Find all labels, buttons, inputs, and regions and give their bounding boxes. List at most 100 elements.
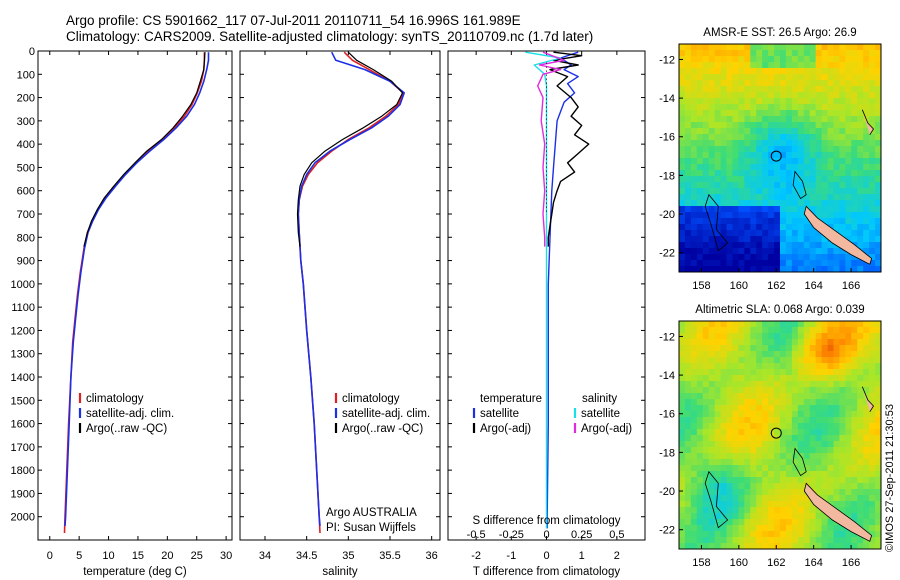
map-cell — [690, 531, 698, 538]
map-cell — [720, 537, 727, 544]
map-cell — [791, 483, 799, 490]
map-cell — [738, 98, 745, 105]
map-cell — [744, 519, 751, 526]
map-cell — [696, 110, 704, 117]
map-cell — [785, 98, 793, 105]
map-cell — [851, 74, 858, 81]
map-cell — [684, 92, 692, 99]
map-cell — [762, 236, 769, 243]
map-cell — [803, 477, 811, 484]
map-cell — [702, 519, 710, 526]
map-cell — [803, 200, 811, 207]
map-cell — [857, 411, 864, 418]
map-cell — [738, 50, 745, 57]
map-cell — [774, 50, 781, 57]
map-cell — [863, 218, 870, 225]
map-cell — [679, 423, 686, 430]
map-cell — [679, 86, 686, 93]
map-cell — [702, 152, 710, 159]
map-cell — [756, 507, 763, 514]
map-cell — [869, 399, 876, 406]
map-cell — [785, 248, 793, 255]
map-cell — [857, 519, 864, 526]
map-cell — [696, 321, 704, 328]
map-cell — [809, 236, 817, 243]
map-cell — [845, 206, 852, 213]
map-cell — [738, 170, 745, 177]
map-cell — [845, 483, 852, 490]
map-cell — [720, 176, 727, 183]
map-cell — [720, 104, 727, 111]
map-cell — [851, 200, 858, 207]
map-cell — [851, 543, 858, 550]
map-cell — [791, 333, 799, 340]
map-cell — [756, 417, 763, 424]
map-cell — [797, 86, 805, 93]
map-cell — [762, 212, 769, 219]
map-cell — [785, 116, 793, 123]
y-tick-label: 800 — [17, 232, 35, 244]
map-cell — [845, 218, 852, 225]
map-cell — [803, 393, 811, 400]
map-cell — [708, 62, 716, 69]
map-cell — [756, 513, 763, 520]
map-cell — [809, 411, 817, 418]
map-cell — [851, 170, 858, 177]
map-cell — [851, 513, 858, 520]
map-cell — [845, 146, 852, 153]
map-cell — [863, 128, 870, 135]
map-cell — [720, 260, 727, 267]
s-tick-label: 0.5 — [609, 529, 624, 541]
map-cell — [803, 80, 811, 87]
map-cell — [845, 236, 852, 243]
map-cell — [803, 351, 811, 358]
map-cell — [845, 339, 852, 346]
map-cell — [744, 116, 751, 123]
map-cell — [684, 327, 692, 334]
map-cell — [690, 218, 698, 225]
map-cell — [827, 375, 834, 382]
map-cell — [750, 92, 757, 99]
map-cell — [696, 399, 704, 406]
map-cell — [714, 357, 721, 364]
map-cell — [845, 357, 852, 364]
map-cell — [720, 50, 727, 57]
map-x-tick-label: 164 — [804, 557, 822, 569]
map-cell — [875, 375, 882, 382]
map-cell — [768, 495, 775, 502]
map-cell — [803, 50, 811, 57]
map-cell — [756, 68, 763, 75]
map-cell — [815, 369, 822, 376]
map-cell — [797, 441, 805, 448]
map-cell — [780, 423, 787, 430]
legend-argo-label: Argo(..raw -QC) — [342, 423, 423, 435]
map-cell — [797, 357, 805, 364]
map-cell — [768, 543, 775, 550]
map-cell — [839, 194, 846, 201]
map-cell — [738, 80, 745, 87]
map-cell — [815, 405, 822, 412]
map-cell — [696, 387, 704, 394]
map-cell — [785, 260, 793, 267]
map-cell — [762, 110, 769, 117]
map-cell — [738, 441, 745, 448]
map-cell — [720, 327, 727, 334]
map-cell — [827, 98, 834, 105]
map-cell — [708, 345, 716, 352]
map-cell — [863, 387, 870, 394]
y-tick-label: 900 — [17, 256, 35, 268]
map-cell — [863, 170, 870, 177]
map-cell — [696, 230, 704, 237]
map-cell — [702, 399, 710, 406]
map-cell — [869, 381, 876, 388]
map-cell — [780, 152, 787, 159]
map-cell — [720, 399, 727, 406]
map-cell — [851, 423, 858, 430]
map-cell — [833, 525, 840, 532]
map-cell — [774, 110, 781, 117]
map-cell — [750, 176, 757, 183]
map-cell — [750, 122, 757, 129]
map-cell — [869, 236, 876, 243]
map-cell — [797, 321, 805, 328]
map-cell — [774, 447, 781, 454]
